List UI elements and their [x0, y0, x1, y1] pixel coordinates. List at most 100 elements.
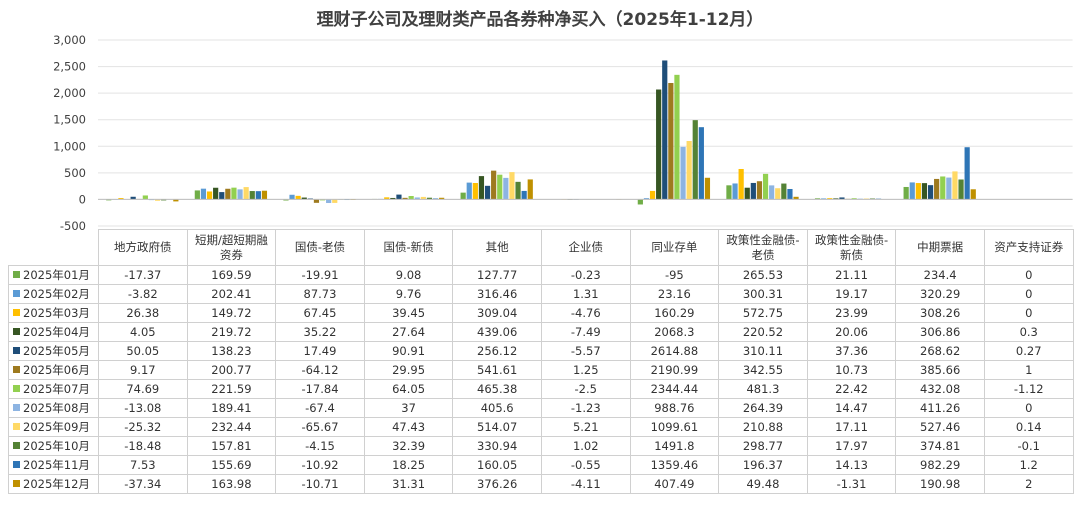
table-cell: 330.94 — [452, 436, 542, 456]
category-header: 同业存单 — [629, 229, 720, 266]
table-cell: 1.25 — [540, 360, 631, 380]
category-header: 中期票据 — [895, 229, 985, 266]
series-name: 2025年05月 — [23, 344, 90, 358]
table-cell: 1.31 — [540, 284, 631, 304]
bar — [396, 194, 402, 200]
table-cell: -0.23 — [540, 265, 631, 285]
table-cell: 1.2 — [983, 455, 1074, 475]
category-label: 中期票据 — [917, 240, 964, 254]
table-cell: 31.31 — [363, 474, 454, 494]
legend-swatch — [13, 385, 20, 392]
legend-swatch — [13, 442, 20, 449]
table-cell: 310.11 — [718, 341, 808, 361]
table-cell: 2068.3 — [629, 322, 720, 342]
category-label: 地方政府债 — [114, 240, 172, 254]
table-cell: 17.49 — [275, 341, 365, 361]
series-legend-cell: 2025年04月 — [8, 322, 99, 342]
bar — [839, 197, 845, 200]
table-cell: 27.64 — [363, 322, 454, 342]
category-header: 资产支持证券 — [983, 229, 1074, 266]
bar — [219, 192, 225, 200]
bar — [414, 197, 420, 200]
category-header: 短期/超短期融 资券 — [186, 229, 277, 266]
table-cell: -4.11 — [540, 474, 631, 494]
bar — [206, 191, 213, 200]
bar — [439, 197, 445, 200]
legend-swatch — [13, 309, 20, 316]
table-cell: 149.72 — [186, 303, 277, 323]
series-legend-cell: 2025年03月 — [8, 303, 99, 323]
table-cell: -95 — [629, 265, 720, 285]
bar — [909, 182, 915, 200]
table-cell: 10.73 — [806, 360, 897, 380]
table-cell: 47.43 — [363, 417, 454, 437]
table-cell: 439.06 — [452, 322, 542, 342]
y-tick-label: -500 — [60, 219, 86, 230]
table-cell: 155.69 — [186, 455, 277, 475]
bar — [491, 170, 497, 200]
category-label: 政策性金融债- — [726, 232, 800, 247]
table-cell: -64.12 — [275, 360, 365, 380]
bar — [637, 199, 643, 205]
bar — [332, 199, 338, 203]
table-cell: 234.4 — [895, 265, 985, 285]
table-row: 2025年11月 7.53 155.69 -10.92 18.25 160.05 -0.55… — [8, 455, 1074, 475]
table-cell: 1359.46 — [629, 455, 720, 475]
bar — [851, 198, 857, 200]
table-cell: 405.6 — [452, 398, 542, 418]
table-cell: -10.92 — [275, 455, 365, 475]
y-tick-label: 1,500 — [53, 113, 86, 127]
series-legend-cell: 2025年07月 — [8, 379, 99, 399]
table-cell: -5.57 — [540, 341, 631, 361]
bar — [225, 188, 231, 200]
table-row: 2025年07月 74.69 221.59 -17.84 64.05 465.38 -2.5… — [8, 379, 1074, 399]
table-cell: 308.26 — [895, 303, 985, 323]
series-legend-cell: 2025年02月 — [8, 284, 99, 304]
series-name: 2025年11月 — [23, 458, 90, 472]
bar — [313, 199, 320, 203]
series-name: 2025年03月 — [23, 306, 90, 320]
table-cell: -25.32 — [98, 417, 188, 437]
series-legend-cell: 2025年05月 — [8, 341, 99, 361]
legend-swatch — [13, 366, 20, 373]
bar — [295, 195, 301, 200]
table-cell: 163.98 — [186, 474, 277, 494]
category-label: 国债-老债 — [294, 240, 346, 254]
bar — [927, 185, 934, 200]
table-cell: 309.04 — [452, 303, 542, 323]
table-cell: -4.76 — [540, 303, 631, 323]
table-cell: 221.59 — [186, 379, 277, 399]
bar — [698, 127, 704, 200]
table-cell: 265.53 — [718, 265, 808, 285]
table-cell: 541.61 — [452, 360, 542, 380]
table-row: 2025年02月 -3.82 202.41 87.73 9.76 316.46 1.31 23… — [8, 284, 1074, 304]
table-cell: 0 — [983, 284, 1074, 304]
category-header: 企业债 — [540, 229, 631, 266]
bar — [118, 198, 124, 200]
table-cell: 0.27 — [983, 341, 1074, 361]
bar — [478, 176, 485, 200]
legend-swatch — [13, 423, 20, 430]
table-cell: 49.48 — [718, 474, 808, 494]
series-legend-cell: 2025年09月 — [8, 417, 99, 437]
table-cell: 9.08 — [363, 265, 454, 285]
bar — [833, 198, 839, 200]
table-cell: 256.12 — [452, 341, 542, 361]
table-cell: 5.21 — [540, 417, 631, 437]
table-cell: 0.14 — [983, 417, 1074, 437]
table-row: 2025年06月 9.17 200.77 -64.12 29.95 541.61 1.25 2… — [8, 360, 1074, 380]
category-header: 政策性金融债- 新债 — [806, 229, 897, 266]
table-cell: 1099.61 — [629, 417, 720, 437]
legend-swatch — [13, 290, 20, 297]
table-cell: 74.69 — [98, 379, 188, 399]
table-cell: 306.86 — [895, 322, 985, 342]
bar — [781, 183, 787, 200]
table-cell: 50.05 — [98, 341, 188, 361]
legend-swatch — [13, 480, 20, 487]
bar — [527, 179, 533, 200]
bar — [289, 194, 295, 200]
bar — [521, 190, 527, 200]
series-name: 2025年08月 — [23, 401, 90, 415]
table-cell: 432.08 — [895, 379, 985, 399]
y-tick-label: 3,000 — [53, 33, 86, 47]
